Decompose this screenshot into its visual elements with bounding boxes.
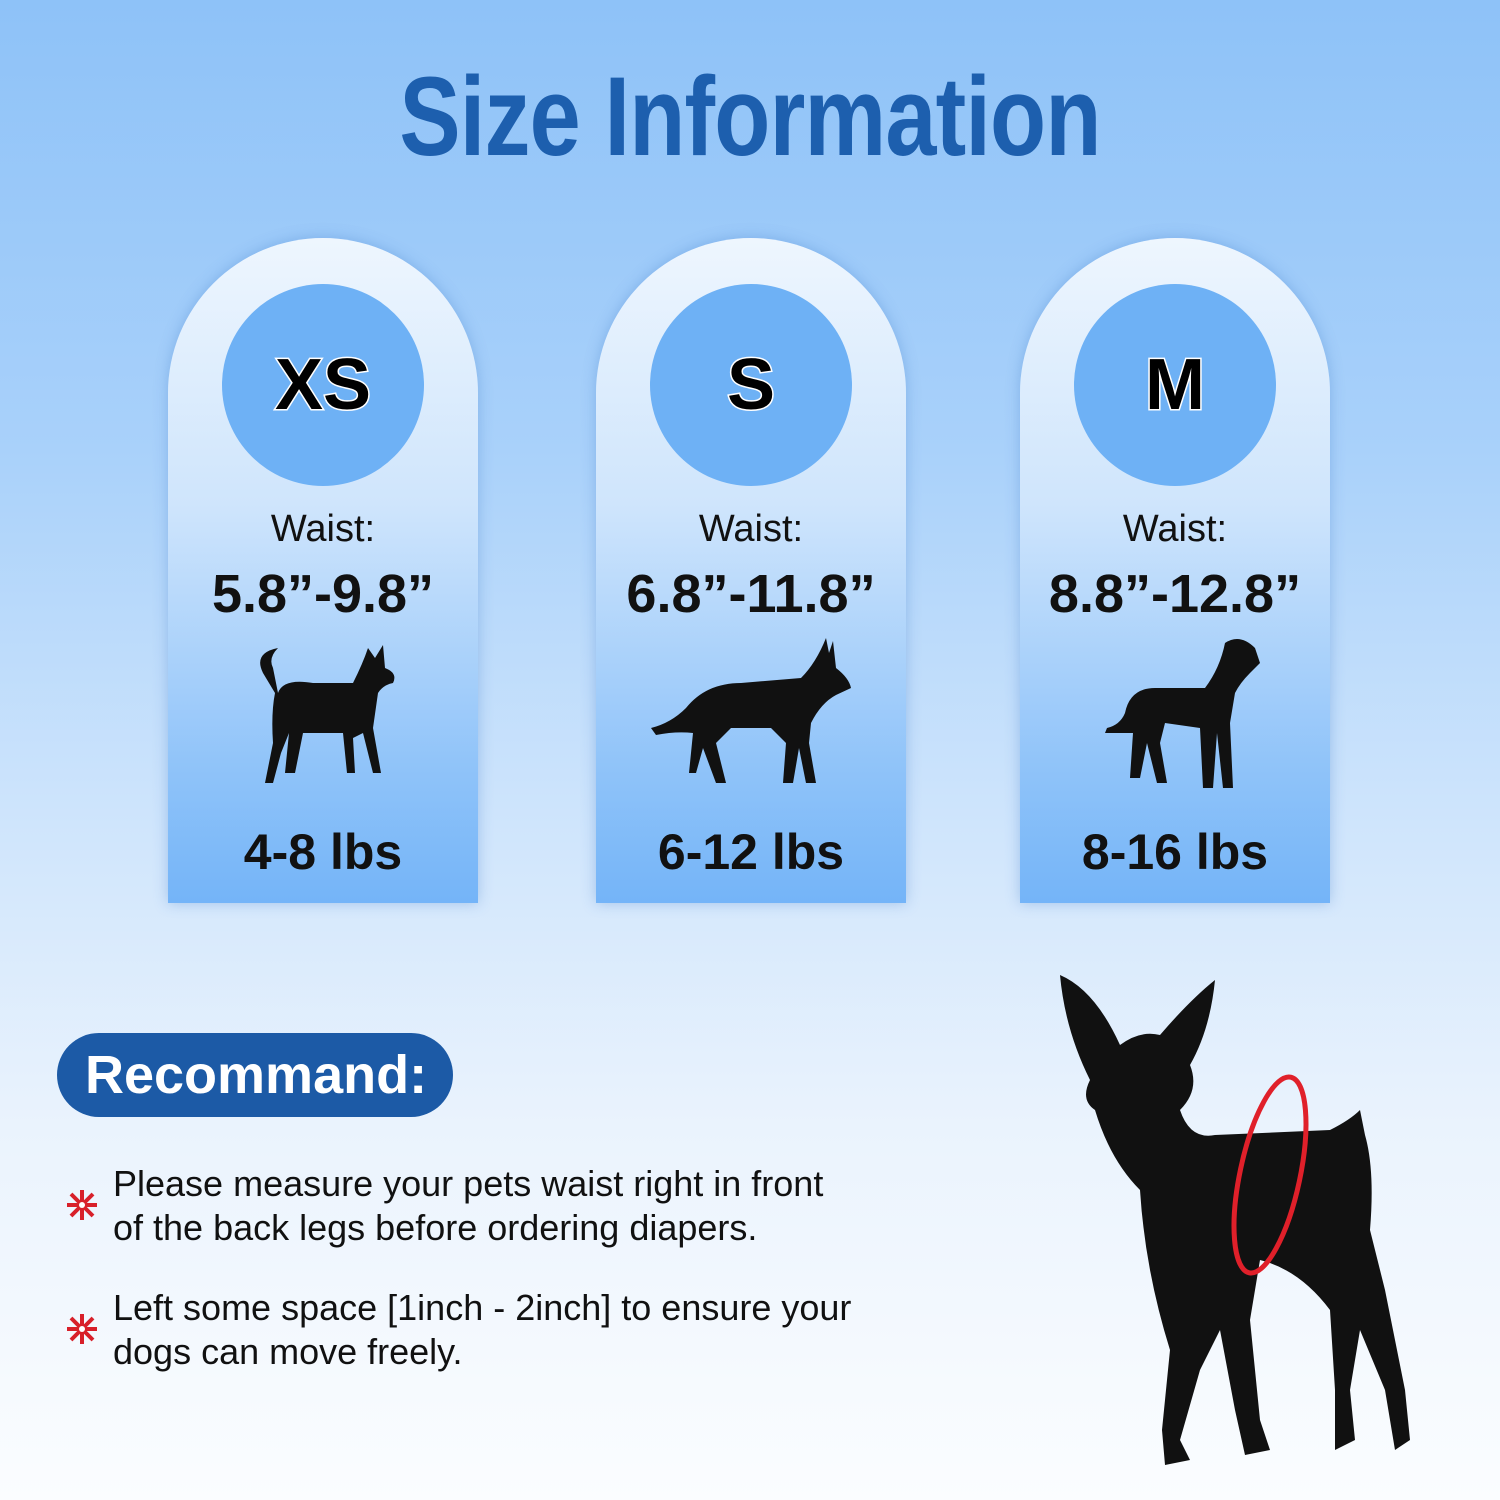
weight-range: 8-16 lbs: [1081, 824, 1269, 880]
size-card-m: M Waist: 8.8”-12.8” 8-16 lbs: [1020, 238, 1330, 903]
waist-ring: [1231, 1074, 1309, 1276]
size-label: XS: [273, 344, 372, 427]
tip-text-line: dogs can move freely.: [113, 1331, 463, 1372]
shepherd-silhouette-icon: [651, 638, 851, 783]
recommend-badge: Recommand:: [57, 1033, 453, 1117]
waist-range: 5.8”-9.8”: [211, 564, 435, 624]
size-card-s: S Waist: 6.8”-11.8” 6-12 lbs: [596, 238, 906, 903]
tip-item: Left some space [1inch - 2inch] to ensur…: [65, 1286, 993, 1374]
page-title: Size Information: [399, 54, 1101, 179]
tip-text-line: Left some space [1inch - 2inch] to ensur…: [113, 1287, 852, 1328]
waist-range: 8.8”-12.8”: [1048, 564, 1302, 624]
waist-range: 6.8”-11.8”: [626, 564, 876, 624]
red-star-bullet-icon: [67, 1190, 97, 1220]
red-star-bullet-icon: [67, 1314, 97, 1344]
waist-label: Waist:: [698, 508, 804, 550]
waist-label: Waist:: [1122, 508, 1228, 550]
waist-label: Waist:: [270, 508, 376, 550]
size-badge: XS: [222, 284, 424, 486]
dog-waist-measurement-illustration: [1060, 975, 1410, 1465]
size-badge: M: [1074, 284, 1276, 486]
tip-text-line: Please measure your pets waist right in …: [113, 1163, 824, 1204]
tip-item: Please measure your pets waist right in …: [65, 1162, 993, 1250]
weight-range: 4-8 lbs: [243, 824, 403, 880]
size-card-xs: XS Waist: 5.8”-9.8” 4-8 lbs: [168, 238, 478, 903]
chihuahua-silhouette-icon: [260, 645, 395, 783]
tip-text-line: of the back legs before ordering diapers…: [113, 1207, 758, 1248]
size-label: M: [1144, 344, 1207, 427]
large-dog-silhouette-icon: [1105, 639, 1260, 788]
size-label: S: [725, 344, 776, 427]
size-badge: S: [650, 284, 852, 486]
weight-range: 6-12 lbs: [657, 824, 845, 880]
